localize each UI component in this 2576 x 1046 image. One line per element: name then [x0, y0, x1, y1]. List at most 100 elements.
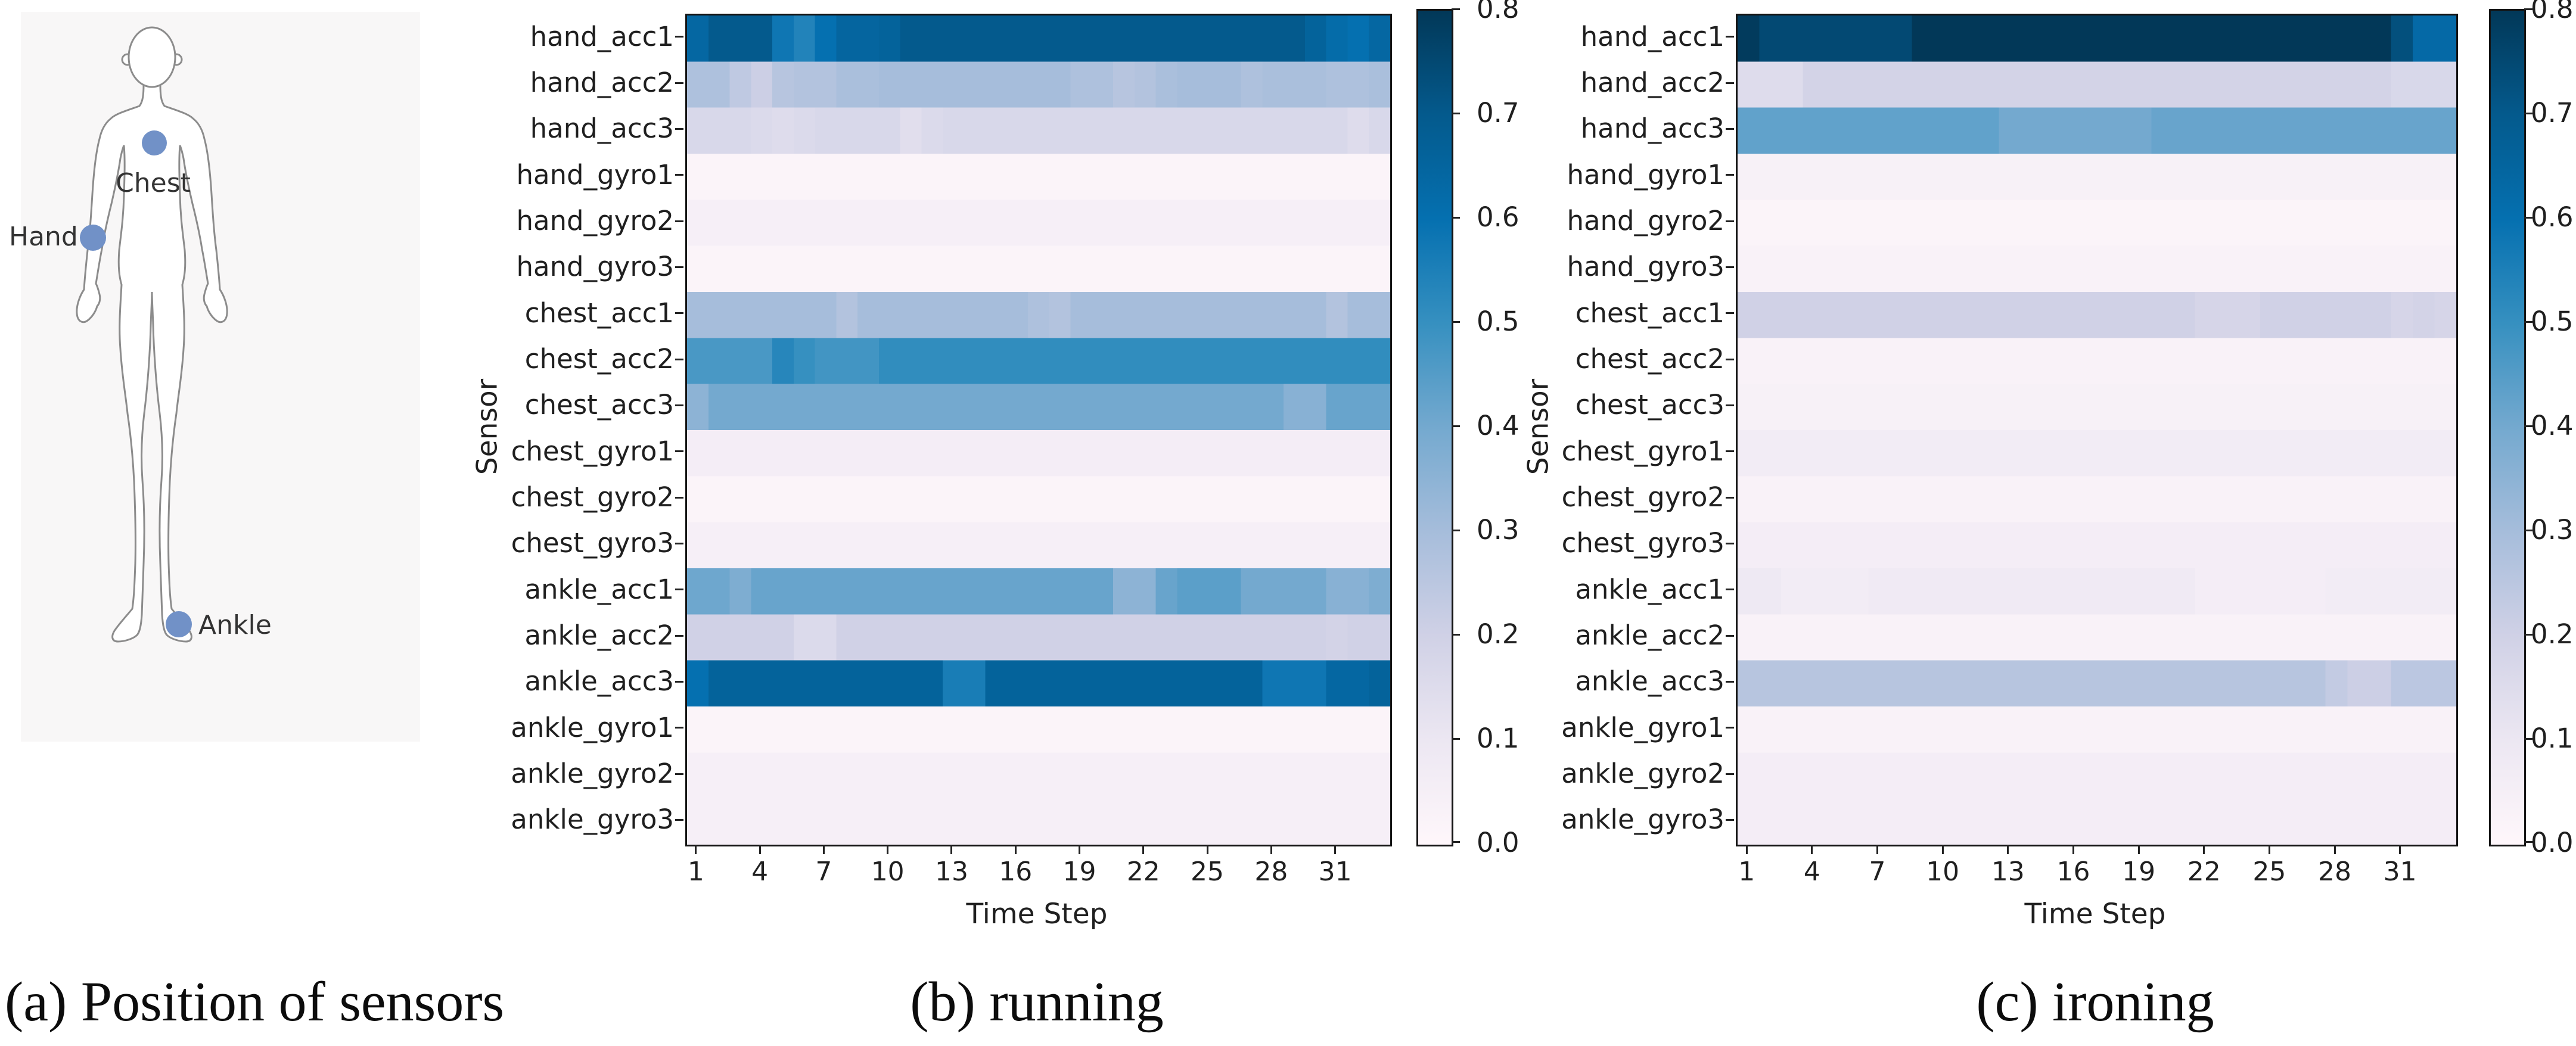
colorbar-tick-mark	[2524, 737, 2533, 740]
y-tick-mark	[1726, 818, 1734, 821]
y-tick-mark	[675, 773, 683, 775]
colorbar-tick-label: 0.7	[2531, 97, 2574, 129]
colorbar-tick-mark	[2524, 112, 2533, 114]
sensor-tick-label: hand_acc1	[530, 20, 674, 52]
x-axis-label-running: Time Step	[966, 898, 1108, 930]
sensor-tick-label: hand_gyro2	[1567, 205, 1724, 236]
head	[128, 26, 176, 88]
colorbar-running	[1416, 9, 1453, 846]
colorbar-tick-mark	[2524, 216, 2533, 219]
y-tick-mark	[675, 82, 683, 84]
colorbar-tick-mark	[1452, 737, 1460, 740]
caption-position-of-sensors: (a) Position of sensors	[5, 971, 505, 1033]
caption-running: (b) running	[910, 971, 1164, 1033]
y-tick-mark	[1726, 634, 1734, 637]
x-tick-label: 16	[999, 857, 1033, 887]
colorbar-tick-label: 0.2	[2531, 618, 2574, 650]
y-tick-mark	[675, 542, 683, 544]
body-diagram-background	[21, 12, 420, 742]
x-tick-label: 1	[687, 857, 704, 887]
y-tick-mark	[675, 127, 683, 130]
colorbar-tick-mark	[1452, 529, 1460, 531]
hand-sensor-dot	[80, 225, 106, 251]
y-tick-mark	[1726, 589, 1734, 591]
x-tick-mark	[1941, 845, 1944, 854]
x-tick-label: 25	[1191, 857, 1225, 887]
colorbar-tick-label: 0.0	[1477, 827, 1520, 858]
colorbar-tick-label: 0.7	[1477, 97, 1520, 129]
colorbar-tick-label: 0.3	[1477, 514, 1520, 546]
x-tick-label: 22	[2187, 857, 2221, 887]
sensor-tick-label: hand_gyro3	[1567, 251, 1724, 283]
colorbar-tick-label: 0.4	[1477, 410, 1520, 441]
x-tick-label: 7	[815, 857, 832, 887]
sensor-tick-label: chest_acc3	[524, 389, 674, 421]
sensor-tick-label: ankle_acc2	[1575, 619, 1724, 651]
sensor-tick-label: ankle_gyro1	[1561, 711, 1724, 743]
sensor-tick-label: chest_gyro1	[511, 435, 674, 467]
sensor-tick-label: hand_gyro3	[516, 251, 674, 283]
colorbar-tick-label: 0.6	[1477, 201, 1520, 233]
colorbar-tick-mark	[1452, 633, 1460, 636]
sensor-tick-label: ankle_acc2	[524, 619, 674, 651]
sensor-tick-label: hand_acc3	[1580, 113, 1724, 145]
heatmap-running	[685, 14, 1392, 846]
sensor-tick-label: hand_acc3	[530, 113, 674, 145]
colorbar-tick-mark	[1452, 112, 1460, 114]
y-tick-mark	[675, 174, 683, 176]
sensor-tick-label: hand_acc1	[1580, 20, 1724, 52]
x-tick-label: 31	[1318, 857, 1352, 887]
y-tick-mark	[675, 36, 683, 38]
sensor-tick-label: chest_acc1	[1575, 297, 1724, 329]
sensor-tick-label: ankle_gyro1	[511, 711, 674, 743]
y-tick-mark	[675, 220, 683, 222]
x-tick-label: 19	[1062, 857, 1096, 887]
y-tick-mark	[1726, 174, 1734, 176]
sensor-tick-label: chest_acc3	[1575, 389, 1724, 421]
x-tick-label: 13	[1991, 857, 2025, 887]
sensor-tick-label: chest_gyro1	[1561, 435, 1724, 467]
sensor-tick-label: chest_acc2	[1575, 343, 1724, 375]
y-tick-mark	[1726, 727, 1734, 729]
sensor-tick-label: ankle_gyro2	[1561, 758, 1724, 789]
sensor-tick-label: hand_gyro1	[516, 158, 674, 191]
x-tick-mark	[2072, 845, 2074, 854]
x-tick-mark	[950, 845, 953, 854]
x-tick-mark	[2399, 845, 2401, 854]
colorbar-tick-mark	[2524, 8, 2533, 10]
y-tick-mark	[1726, 220, 1734, 222]
x-tick-mark	[2203, 845, 2205, 854]
x-tick-label: 10	[1926, 857, 1960, 887]
x-tick-mark	[1876, 845, 1879, 854]
x-tick-mark	[887, 845, 889, 854]
colorbar-ironing	[2489, 9, 2526, 846]
colorbar-tick-label: 0.1	[1477, 723, 1520, 754]
colorbar-tick-label: 0.4	[2531, 410, 2574, 441]
sensor-tick-label: ankle_gyro3	[511, 804, 674, 836]
x-tick-label: 13	[934, 857, 968, 887]
y-tick-mark	[675, 727, 683, 729]
sensor-tick-label: ankle_gyro2	[511, 758, 674, 789]
y-tick-mark	[675, 266, 683, 268]
sensor-tick-label: chest_gyro3	[511, 527, 674, 559]
sensor-tick-label: ankle_acc3	[1575, 665, 1724, 698]
colorbar-tick-label: 0.3	[2531, 514, 2574, 546]
y-tick-mark	[1726, 358, 1734, 360]
y-tick-mark	[1726, 127, 1734, 130]
sensor-tick-label: hand_acc2	[530, 67, 674, 98]
x-tick-label: 25	[2252, 857, 2286, 887]
colorbar-tick-label: 0.5	[1477, 306, 1520, 337]
x-tick-mark	[2333, 845, 2336, 854]
y-tick-mark	[675, 589, 683, 591]
y-tick-mark	[1726, 312, 1734, 315]
x-tick-mark	[1270, 845, 1272, 854]
colorbar-tick-mark	[1452, 320, 1460, 323]
x-tick-label: 7	[1869, 857, 1886, 887]
sensor-tick-label: ankle_acc1	[1575, 573, 1724, 605]
x-tick-mark	[1811, 845, 1813, 854]
sensor-tick-label: chest_gyro3	[1561, 527, 1724, 559]
x-tick-label: 28	[1254, 857, 1288, 887]
colorbar-tick-mark	[1452, 840, 1460, 843]
body-silhouette	[76, 83, 228, 643]
ankle-sensor-dot	[166, 611, 192, 637]
